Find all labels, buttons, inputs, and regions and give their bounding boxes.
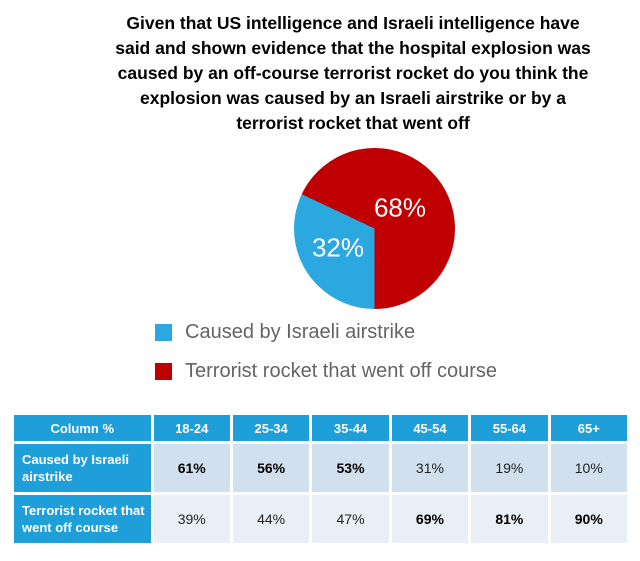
pie-chart: 32% 68% <box>294 148 455 309</box>
row-label-line: Terrorist rocket that <box>22 503 145 518</box>
chart-title-line: caused by an off-course terrorist rocket… <box>117 63 589 83</box>
legend-item-airstrike: Caused by Israeli airstrike <box>155 320 497 344</box>
pie-slice-label-airstrike: 32% <box>311 232 365 263</box>
table-cell: 44% <box>232 495 310 543</box>
table-header-65plus: 65+ <box>550 415 627 441</box>
legend-item-label: Terrorist rocket that went off course <box>185 359 497 382</box>
chart-title-line: Given that US intelligence and Israeli i… <box>126 13 580 33</box>
table-cell: 31% <box>391 444 469 492</box>
table-cell: 47% <box>312 495 389 543</box>
row-label-line: airstrike <box>22 469 73 484</box>
table-cell: 81% <box>471 495 548 543</box>
table-row-label-rocket: Terrorist rocket that went off course <box>14 495 151 543</box>
table-row-label-airstrike: Caused by Israeli airstrike <box>14 444 151 492</box>
table-cell: 61% <box>153 444 230 492</box>
chart-title-line: said and shown evidence that the hospita… <box>115 38 591 58</box>
crosstab-table: Column % 18-24 25-34 35-44 45-54 55-64 6… <box>14 415 627 543</box>
legend-item-label: Caused by Israeli airstrike <box>185 320 416 343</box>
table-cell: 56% <box>232 444 310 492</box>
chart-legend: Caused by Israeli airstrike Terrorist ro… <box>155 320 497 398</box>
table-header-45-54: 45-54 <box>391 415 469 441</box>
legend-color-swatch-icon <box>155 323 172 341</box>
table-cell: 39% <box>153 495 230 543</box>
table-header-column-pct: Column % <box>14 415 151 441</box>
table-header-35-44: 35-44 <box>312 415 389 441</box>
table-cell: 10% <box>550 444 627 492</box>
chart-title-line: explosion was caused by an Israeli airst… <box>139 88 567 108</box>
chart-title-line: terrorist rocket that went off <box>236 113 470 133</box>
table-cell: 19% <box>471 444 548 492</box>
pie-slice-label-rocket: 68% <box>373 192 427 223</box>
chart-title: Given that US intelligence and Israeli i… <box>66 11 640 136</box>
legend-item-rocket: Terrorist rocket that went off course <box>155 359 497 383</box>
row-label-line: Caused by Israeli <box>22 452 129 467</box>
table-cell: 90% <box>550 495 627 543</box>
table-header-25-34: 25-34 <box>232 415 310 441</box>
legend-color-swatch-icon <box>155 362 172 380</box>
table-cell: 69% <box>391 495 469 543</box>
table-header-55-64: 55-64 <box>471 415 548 441</box>
table-cell: 53% <box>312 444 389 492</box>
table-header-18-24: 18-24 <box>153 415 230 441</box>
row-label-line: went off course <box>22 520 119 535</box>
